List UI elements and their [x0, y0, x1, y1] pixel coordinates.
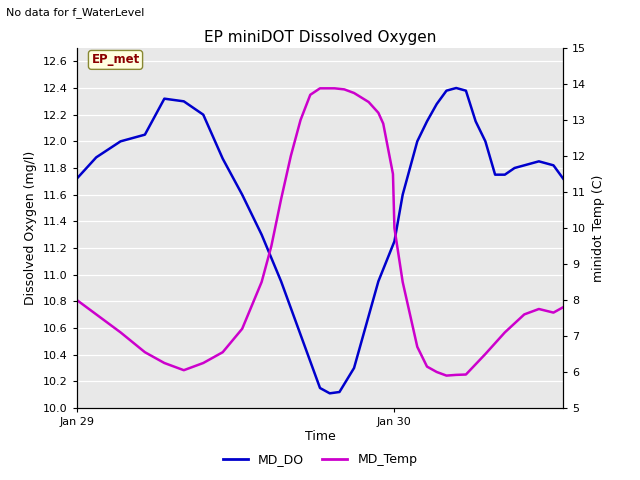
Y-axis label: Dissolved Oxygen (mg/l): Dissolved Oxygen (mg/l) [24, 151, 37, 305]
Title: EP miniDOT Dissolved Oxygen: EP miniDOT Dissolved Oxygen [204, 30, 436, 46]
Y-axis label: minidot Temp (C): minidot Temp (C) [592, 174, 605, 282]
X-axis label: Time: Time [305, 430, 335, 443]
Text: No data for f_WaterLevel: No data for f_WaterLevel [6, 7, 145, 18]
Legend: MD_DO, MD_Temp: MD_DO, MD_Temp [218, 448, 422, 471]
Text: EP_met: EP_met [92, 53, 140, 66]
